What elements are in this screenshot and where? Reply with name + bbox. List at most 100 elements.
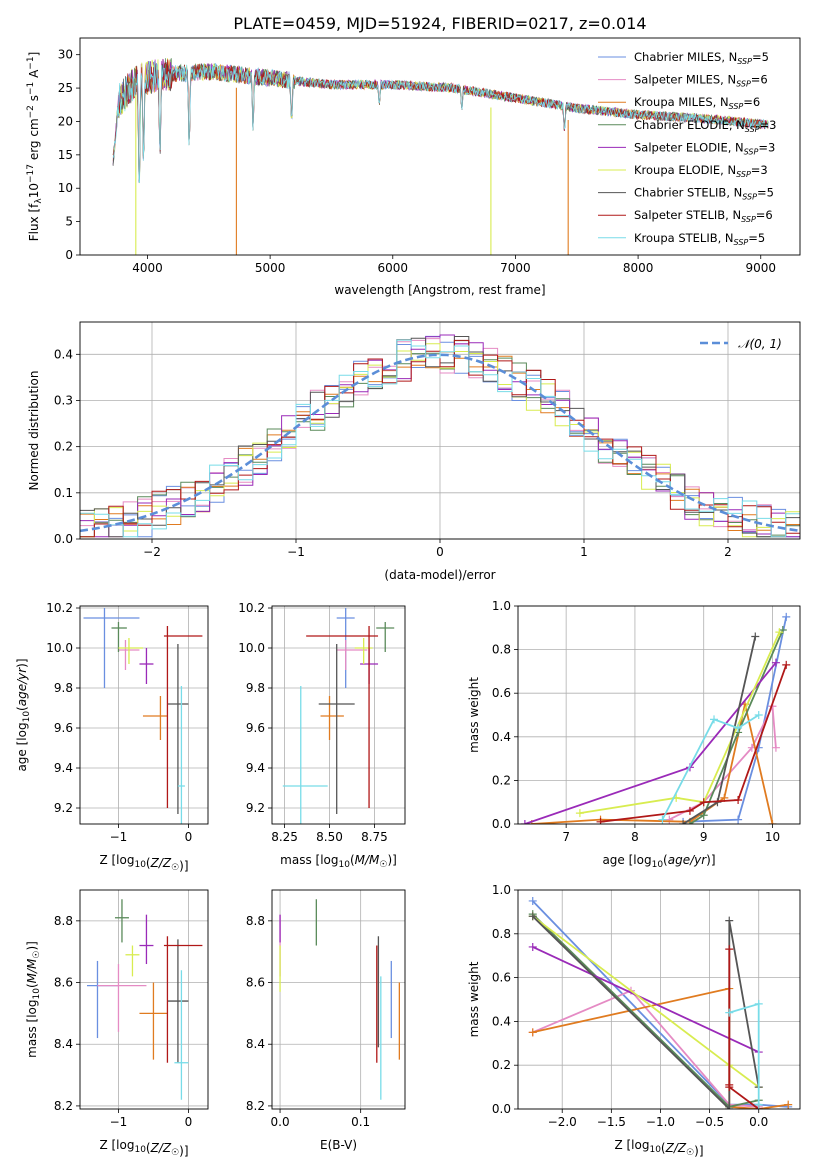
weight-marker (771, 658, 780, 667)
weight-marker (679, 820, 688, 824)
y-tick-label: 0.2 (492, 773, 511, 787)
weight-marker (751, 632, 760, 641)
errorbar-points (279, 899, 401, 1100)
x-tick-label: 8.50 (316, 830, 343, 844)
errorbar-point (282, 686, 328, 824)
y-tick-label: 0.8 (492, 643, 511, 657)
y-tick-label: 1.0 (492, 883, 511, 897)
weight-marker (734, 724, 743, 733)
x-tick-label: −0.5 (695, 1115, 724, 1129)
weight-series-line (532, 946, 760, 1053)
x-tick-label: −2.0 (548, 1115, 577, 1129)
x-tick-label: 10 (765, 830, 780, 844)
x-tick-label: −1 (110, 1115, 128, 1129)
legend-entry: Kroupa STELIB, NSSP=5 (634, 231, 765, 247)
y-tick-label: 0.2 (492, 1058, 511, 1072)
y-tick-label: 8.4 (54, 1037, 73, 1051)
y-tick-label: 0.1 (54, 486, 73, 500)
panels: 4000 5000 6000 7000 8000 9000051015202530wave… (15, 37, 801, 1158)
errorbar-point (163, 936, 203, 1063)
x-axis-label: wavelength [Angstrom, rest frame] (334, 283, 545, 297)
y-tick-label: 10.2 (46, 601, 73, 615)
mass-vs-Z-panel: −1 0 8.2 8.4 8.6 8.8 Z [log10(Z/Z☉)] mass [log1… (25, 889, 209, 1158)
y-tick-label: 0.4 (54, 347, 73, 361)
spectrum-panel: 4000 5000 6000 7000 8000 9000 0 5 10 15 20 25 30 wave… (26, 37, 801, 297)
x-tick-label: −1.0 (646, 1115, 675, 1129)
y-tick-label: 0.0 (492, 817, 511, 831)
legend-entry: Kroupa MILES, NSSP=6 (634, 95, 760, 111)
x-tick-label: 6000 (378, 261, 409, 275)
x-tick-label: −1 (287, 545, 305, 559)
weight-series-line (532, 989, 759, 1108)
weight-series-line (532, 915, 760, 1109)
errorbar-point (336, 640, 368, 670)
weight-vs-age-panel: 7 8 9 10 0.0 0.2 0.4 0.6 0.8 1.0 mass weight age [l… (467, 599, 801, 870)
errorbar-point (177, 686, 185, 824)
histogram-lines (80, 334, 800, 538)
x-tick-label: −2 (143, 545, 161, 559)
weight-marker (725, 1008, 734, 1017)
axes-frame (79, 321, 801, 540)
legend-entry: Chabrier MILES, NSSP=5 (634, 50, 769, 66)
histogram-series (80, 339, 800, 538)
y-axis-label: age [log10​(age/yr)] (15, 658, 32, 771)
y-tick-label: 25 (58, 81, 73, 95)
legend-entry: Salpeter ELODIE, NSSP=3 (634, 140, 775, 156)
weight-series-line (532, 915, 760, 1088)
y-axis-label: mass weight (467, 677, 481, 753)
y-tick-label: 15 (58, 148, 73, 162)
weight-marker (725, 916, 734, 925)
x-tick-label: 7 (562, 830, 570, 844)
weight-series-line (661, 714, 760, 821)
weight-marker (734, 796, 743, 805)
errorbar-point (174, 970, 189, 1100)
x-tick-label: 9 (700, 830, 708, 844)
x-tick-label: 9000 (745, 261, 776, 275)
errorbar-point (318, 644, 355, 814)
age-vs-mass-panel: 8.25 8.50 8.75 9.2 9.4 9.6 9.8 10.0 10.2 mass [lo… (238, 601, 406, 870)
y-axis-label: mass [log10​(M/M☉​)] (25, 941, 42, 1058)
x-tick-label: 8000 (623, 261, 654, 275)
axes-frame (79, 605, 209, 825)
y-tick-label: 0.8 (492, 927, 511, 941)
x-axis-label: Z [log10(Z/Z☉)] (99, 1138, 188, 1158)
axes-frame (517, 605, 801, 825)
y-axis-label: mass weight (467, 961, 481, 1037)
x-axis-label: E(B-V) (320, 1138, 357, 1152)
x-tick-label: 0 (185, 1115, 193, 1129)
weight-marker (685, 806, 694, 815)
mass-vs-EBV-panel: 0.0 0.1 8.2 8.4 8.6 8.8 E(B-V) (246, 889, 406, 1152)
y-tick-label: 0.0 (54, 532, 73, 546)
y-axis-label: Normed distribution (27, 371, 41, 491)
y-tick-label: 10.0 (238, 641, 265, 655)
weight-marker (528, 942, 537, 951)
errorbar-point (306, 626, 379, 808)
y-tick-label: 0.3 (54, 393, 73, 407)
y-tick-label: 8.8 (246, 914, 265, 928)
errorbar-point (111, 622, 127, 652)
spectrum-legend: Chabrier MILES, NSSP=5 Salpeter MILES, NS… (598, 50, 776, 247)
weight-marker (528, 896, 537, 905)
errorbar-point (125, 945, 140, 977)
errorbar-point (86, 960, 119, 1039)
weight-marker (768, 820, 777, 824)
weight-marker (699, 811, 708, 820)
y-tick-label: 8.6 (246, 976, 265, 990)
y-tick-label: 9.6 (54, 721, 73, 735)
errorbar-point (118, 638, 143, 664)
weight-marker (782, 660, 791, 669)
weight-marker (665, 815, 674, 824)
weight-marker (685, 820, 694, 824)
spectrum-lines (112, 58, 769, 255)
y-tick-label: 0.4 (492, 1014, 511, 1028)
weight-marker (734, 815, 743, 824)
y-tick-label: 10.0 (46, 641, 73, 655)
errorbar-point (142, 696, 168, 740)
errorbar-point (139, 982, 168, 1060)
weight-marker (771, 743, 780, 752)
y-tick-label: 9.2 (54, 801, 73, 815)
errorbar-point (320, 696, 344, 740)
weight-marker (725, 945, 734, 954)
weight-marker (725, 1105, 734, 1109)
